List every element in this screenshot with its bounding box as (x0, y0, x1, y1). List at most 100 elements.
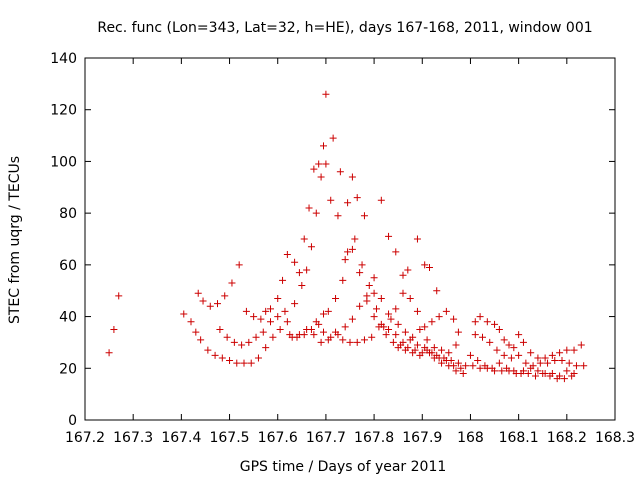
data-point (572, 362, 580, 370)
data-point (312, 318, 320, 326)
y-tick-label: 100 (50, 154, 77, 170)
data-point (110, 326, 118, 333)
data-point (442, 307, 450, 315)
data-point (262, 344, 270, 352)
data-point (240, 359, 248, 367)
data-point (423, 346, 431, 354)
data-point (310, 165, 318, 173)
data-point (505, 341, 513, 349)
data-point (442, 357, 450, 365)
data-point (368, 333, 376, 341)
data-point (320, 310, 327, 318)
data-point (527, 349, 535, 357)
data-point (254, 354, 262, 362)
data-point (267, 318, 274, 326)
data-point (474, 357, 482, 365)
x-tick-label: 167.9 (402, 430, 442, 446)
data-point (269, 333, 277, 341)
data-point (216, 326, 224, 333)
data-point (471, 331, 479, 339)
data-point (242, 307, 250, 315)
data-point (466, 351, 474, 359)
data-point (115, 292, 123, 300)
data-point (404, 266, 412, 274)
data-point (322, 160, 330, 168)
data-point (187, 318, 195, 326)
data-point (276, 326, 284, 333)
data-point (454, 328, 462, 336)
x-tick-label: 168.1 (499, 430, 539, 446)
data-point (548, 351, 556, 359)
data-point (527, 364, 535, 372)
data-point (305, 204, 313, 212)
data-point (413, 341, 421, 349)
data-point (279, 276, 287, 284)
data-point (303, 266, 311, 274)
data-point (401, 328, 409, 336)
data-point (245, 338, 253, 346)
data-point (327, 333, 335, 341)
data-point (541, 354, 549, 362)
data-point (307, 243, 315, 251)
data-point (430, 344, 438, 352)
data-point (298, 282, 306, 290)
data-point (317, 338, 325, 346)
data-point (435, 313, 443, 321)
data-point (194, 289, 202, 297)
data-point (344, 199, 352, 207)
x-tick-label: 167.3 (113, 430, 153, 446)
data-point (454, 359, 462, 367)
data-point (218, 354, 226, 362)
data-point (385, 310, 393, 318)
data-point (327, 196, 335, 204)
data-point (320, 328, 327, 336)
x-tick-label: 168.3 (595, 430, 635, 446)
data-point (252, 333, 260, 341)
data-point (257, 315, 265, 323)
data-point (394, 320, 402, 328)
data-point (226, 357, 234, 365)
data-point (445, 362, 453, 370)
data-point (534, 354, 542, 362)
data-point (413, 307, 421, 315)
data-point (274, 313, 282, 321)
data-point (346, 338, 354, 346)
data-point (507, 354, 515, 362)
data-point (428, 318, 436, 326)
data-point (288, 333, 296, 341)
data-point (553, 375, 561, 383)
data-point (532, 372, 539, 380)
data-point (363, 292, 371, 300)
data-point (413, 235, 421, 243)
data-point (377, 320, 385, 328)
data-point (534, 367, 542, 375)
x-tick-label: 167.5 (209, 430, 249, 446)
data-point (312, 209, 320, 217)
data-point (500, 336, 508, 344)
data-point (228, 279, 236, 287)
data-point (426, 263, 433, 271)
data-point (517, 369, 525, 377)
data-point (452, 341, 460, 349)
y-tick-label: 60 (59, 258, 77, 274)
data-point (370, 289, 378, 297)
data-point (459, 369, 467, 377)
x-axis-label: GPS time / Days of year 2011 (240, 459, 447, 475)
y-tick-label: 120 (50, 103, 77, 119)
data-point (267, 305, 274, 313)
x-tick-label: 167.7 (306, 430, 346, 446)
data-point (568, 372, 576, 380)
data-point (498, 367, 506, 375)
data-point (416, 351, 424, 359)
data-point (341, 323, 349, 331)
data-point (399, 271, 407, 279)
data-point (353, 194, 361, 202)
data-point (471, 318, 479, 326)
data-point (235, 261, 243, 269)
y-tick-label: 140 (50, 51, 77, 67)
x-tick-label: 167.4 (161, 430, 201, 446)
data-point (558, 357, 566, 365)
data-point (291, 300, 299, 308)
data-point (317, 173, 325, 181)
data-point (560, 375, 568, 383)
